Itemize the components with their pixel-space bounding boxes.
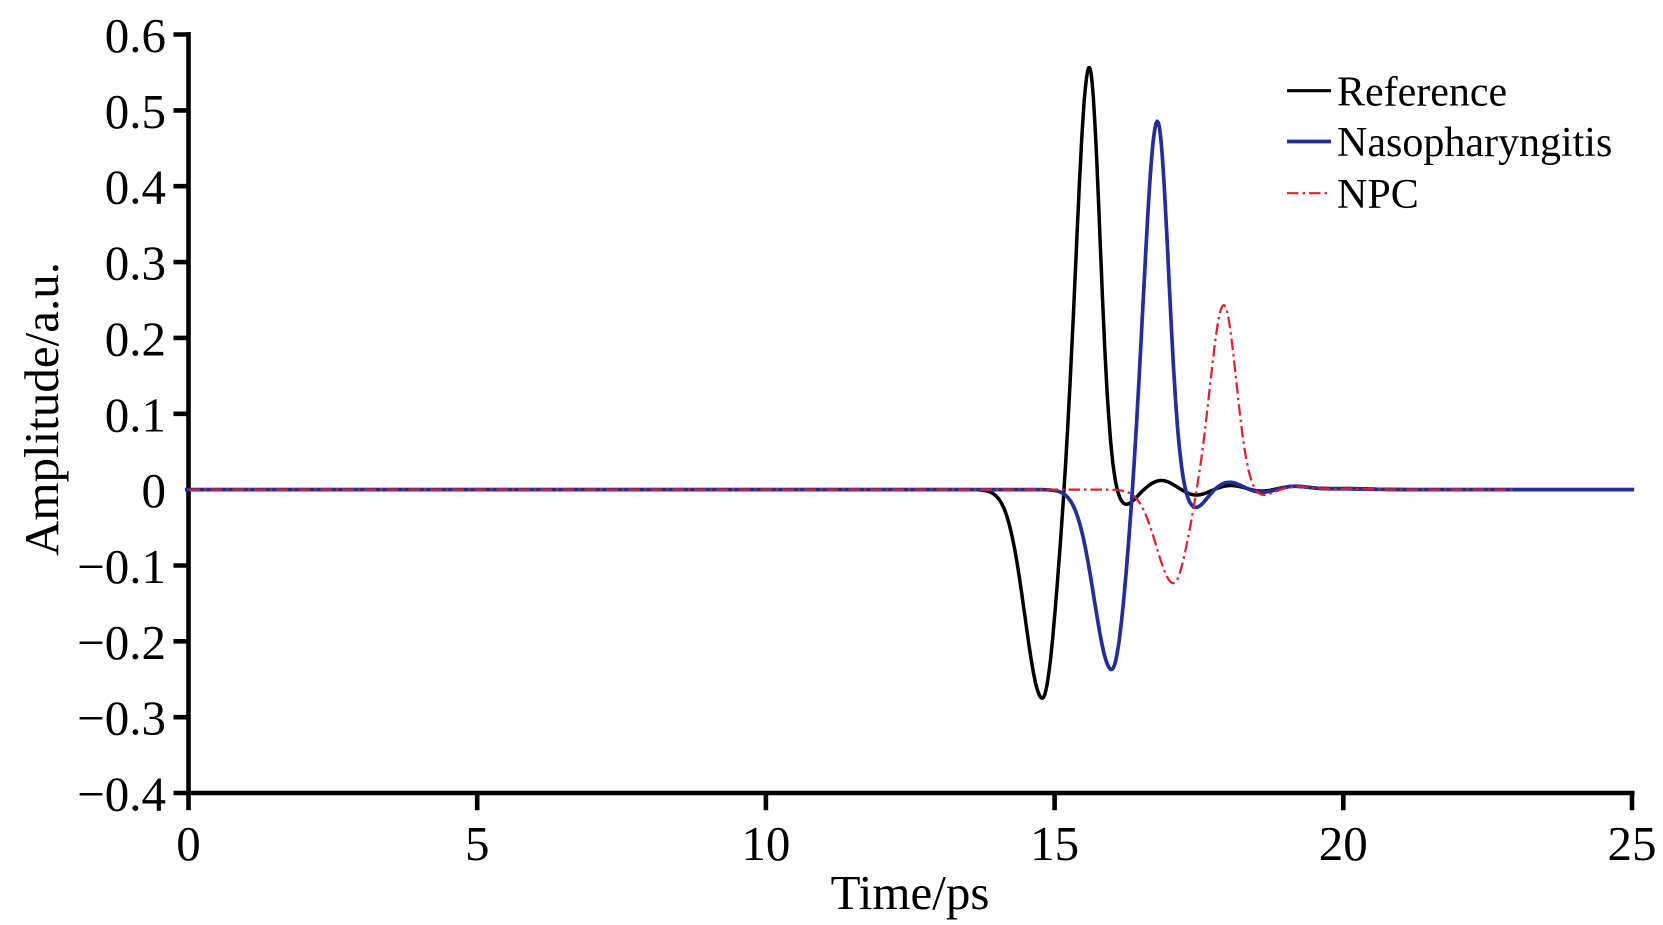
svg-text:0: 0 — [176, 816, 201, 871]
svg-text:20: 20 — [1319, 816, 1368, 871]
svg-text:0.4: 0.4 — [105, 160, 166, 215]
svg-text:Amplitude/a.u.: Amplitude/a.u. — [14, 262, 69, 556]
svg-text:0.2: 0.2 — [105, 311, 166, 366]
svg-text:0.1: 0.1 — [105, 387, 166, 442]
svg-text:25: 25 — [1608, 816, 1657, 871]
svg-text:Time/ps: Time/ps — [831, 865, 990, 920]
svg-text:5: 5 — [465, 816, 490, 871]
svg-text:15: 15 — [1030, 816, 1079, 871]
svg-text:0.3: 0.3 — [105, 236, 166, 291]
svg-text:0.5: 0.5 — [105, 84, 166, 139]
svg-text:0.6: 0.6 — [105, 8, 166, 63]
svg-text:10: 10 — [741, 816, 790, 871]
svg-text:Reference: Reference — [1337, 69, 1507, 115]
svg-text:−0.4: −0.4 — [77, 767, 166, 822]
svg-text:−0.3: −0.3 — [77, 691, 166, 746]
svg-text:−0.1: −0.1 — [77, 539, 166, 594]
svg-text:0: 0 — [142, 463, 167, 518]
svg-text:NPC: NPC — [1337, 172, 1419, 218]
svg-text:−0.2: −0.2 — [77, 615, 166, 670]
svg-text:Nasopharyngitis: Nasopharyngitis — [1337, 120, 1612, 166]
